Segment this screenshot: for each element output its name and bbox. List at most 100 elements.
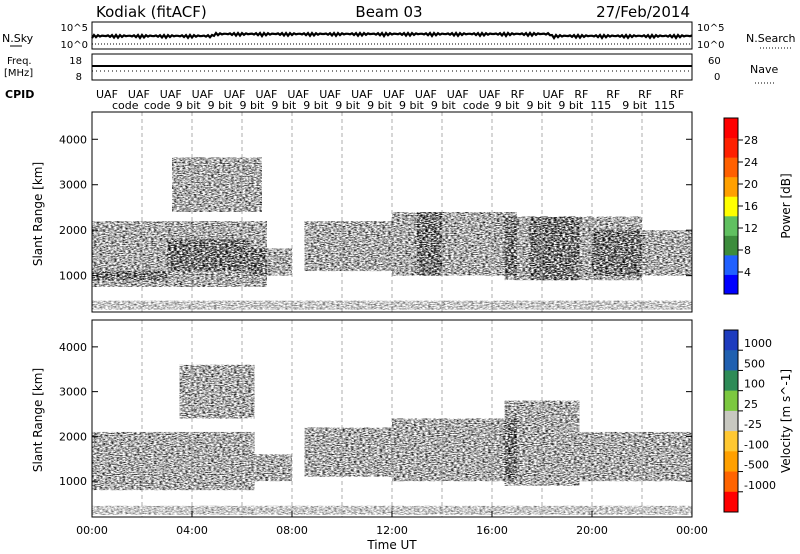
velocity-colorbar-tick-label: -25 xyxy=(744,418,762,431)
velocity-colorbar: 1000 500 100 25 -25 -100 -500 -1000 Velocity [m… xyxy=(723,329,793,513)
date-title: 27/Feb/2014 xyxy=(596,3,690,21)
power-grid xyxy=(141,112,643,312)
power-colorbar-tick-label: 12 xyxy=(744,222,758,235)
velocity-colorbar-label: Velocity [m s^-1] xyxy=(779,369,793,473)
x-axis-ticks: 00:00 04:00 08:00 12:00 16:00 20:00 00:00 xyxy=(76,511,708,537)
x-tick-label: 00:00 xyxy=(76,524,108,537)
nsky-label: N.Sky xyxy=(2,32,34,45)
power-echo-region xyxy=(92,271,167,281)
cpid-name: 115 xyxy=(654,99,675,112)
power-echo-region xyxy=(172,157,262,212)
power-colorbar-ticks: 28 24 20 16 12 8 4 xyxy=(738,134,758,279)
power-colorbar-swatch xyxy=(724,176,738,197)
power-panel-frame xyxy=(91,111,693,313)
freq-label-1: Freq. xyxy=(7,56,32,67)
power-colorbar: 28 24 20 16 12 8 4 Power [dB] xyxy=(723,117,793,295)
velocity-grid xyxy=(141,320,643,517)
velocity-colorbar-tick-label: 100 xyxy=(744,378,765,391)
velocity-colorbar-swatch xyxy=(724,390,738,412)
cpid-name: code xyxy=(112,99,139,112)
power-echo-region xyxy=(167,239,250,272)
power-colorbar-tick-label: 24 xyxy=(744,156,758,169)
noise-tick-left-bottom: 10^0 xyxy=(61,40,88,51)
power-colorbar-swatch xyxy=(724,274,738,295)
cpid-name: 9 bit xyxy=(558,99,584,112)
cpid-name: 9 bit xyxy=(335,99,361,112)
velocity-colorbar-swatch xyxy=(724,451,738,473)
velocity-colorbar-swatch xyxy=(724,410,738,432)
velocity-echo-region xyxy=(92,431,255,491)
velocity-colorbar-tick-label: 25 xyxy=(744,398,758,411)
velocity-colorbar-ticks: 1000 500 100 25 -25 -100 -500 -1000 xyxy=(738,337,776,493)
cpid-name: UAF xyxy=(383,88,405,101)
cpid-name: UAF xyxy=(192,88,214,101)
power-echoes xyxy=(92,157,692,310)
nsearch-label: N.Search xyxy=(746,32,796,45)
noise-trace xyxy=(91,31,693,45)
velocity-colorbar-tick-label: 1000 xyxy=(744,337,772,350)
x-tick-label: 00:00 xyxy=(676,524,708,537)
freq-label-2: [MHz] xyxy=(4,68,33,79)
power-colorbar-swatch xyxy=(724,118,738,139)
cpid-name: UAF xyxy=(542,88,564,101)
cpid-name: UAF xyxy=(447,88,469,101)
velocity-echo-region xyxy=(392,418,517,482)
power-colorbar-tick-label: 20 xyxy=(744,178,758,191)
cpid-name: UAF xyxy=(255,88,277,101)
cpid-name: code xyxy=(144,99,171,112)
velocity-colorbar-swatch xyxy=(724,350,738,371)
power-echo-region xyxy=(392,212,517,276)
power-panel: 1000 2000 3000 4000 Slant Range [km] xyxy=(31,111,693,313)
cpid-name: 9 bit xyxy=(240,99,266,112)
x-tick-label: 12:00 xyxy=(376,524,408,537)
power-colorbar-tick-label: 4 xyxy=(744,266,751,279)
velocity-colorbar-swatch xyxy=(724,491,738,513)
nave-tick-top: 60 xyxy=(708,56,721,67)
power-colorbar-swatches xyxy=(724,118,738,295)
cpid-label: CPID xyxy=(5,88,34,101)
y-tick-label: 3000 xyxy=(59,386,87,399)
velocity-colorbar-swatches xyxy=(724,330,738,513)
freq-tick-bottom: 8 xyxy=(76,72,82,83)
power-colorbar-swatch xyxy=(724,254,738,275)
velocity-y-ticks: 1000 2000 3000 4000 xyxy=(59,341,692,488)
cpid-name: RF xyxy=(574,88,588,101)
velocity-colorbar-frame xyxy=(723,329,739,513)
freq-trace xyxy=(92,65,692,72)
y-tick-label: 4000 xyxy=(59,341,87,354)
power-y-ticks: 1000 2000 3000 4000 xyxy=(59,133,692,283)
x-tick-label: 08:00 xyxy=(276,524,308,537)
noise-tick-left-top: 10^5 xyxy=(61,23,88,34)
cpid-name: UAF xyxy=(351,88,373,101)
cpid-name: code xyxy=(463,99,490,112)
freq-tick-top: 18 xyxy=(69,56,82,67)
x-tick-label: 16:00 xyxy=(476,524,508,537)
power-colorbar-swatch xyxy=(724,196,738,217)
noise-tick-right-top: 10^5 xyxy=(697,23,724,34)
x-axis-label: Time UT xyxy=(366,538,417,552)
nave-tick-bottom: 0 xyxy=(714,72,720,83)
power-colorbar-swatch xyxy=(724,157,738,178)
cpid-name: RF xyxy=(638,88,652,101)
power-echo-region xyxy=(529,216,580,281)
cpid-name: 115 xyxy=(590,99,611,112)
cpid-name: RF xyxy=(511,88,525,101)
y-tick-label: 1000 xyxy=(59,475,87,488)
power-y-label: Slant Range [km] xyxy=(31,162,45,266)
cpid-name: 9 bit xyxy=(622,99,648,112)
velocity-echo-region xyxy=(179,364,255,419)
power-colorbar-tick-label: 28 xyxy=(744,134,758,147)
velocity-colorbar-tick-label: 500 xyxy=(744,357,765,370)
cpid-name: UAF xyxy=(479,88,501,101)
velocity-colorbar-swatch xyxy=(724,471,738,493)
x-tick-label: 20:00 xyxy=(576,524,608,537)
beam-title: Beam 03 xyxy=(355,3,422,21)
power-echo-region xyxy=(304,221,392,272)
power-colorbar-label: Power [dB] xyxy=(779,173,793,238)
cpid-name: UAF xyxy=(160,88,182,101)
cpid-name: 9 bit xyxy=(208,99,234,112)
cpid-name: UAF xyxy=(224,88,246,101)
cpid-name: RF xyxy=(670,88,684,101)
velocity-panel: 1000 2000 3000 4000 Slant Range [km] xyxy=(31,319,693,518)
